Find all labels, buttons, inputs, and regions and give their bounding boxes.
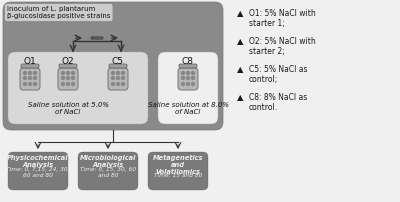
Circle shape [62, 77, 64, 80]
Circle shape [192, 77, 194, 80]
Text: Saline solution at 5.0%
of NaCl: Saline solution at 5.0% of NaCl [28, 102, 108, 115]
Circle shape [24, 82, 26, 85]
Ellipse shape [91, 37, 95, 39]
FancyBboxPatch shape [3, 2, 223, 130]
FancyBboxPatch shape [8, 52, 148, 124]
Text: C8: C8 [182, 57, 194, 66]
Text: O2: O2 [62, 57, 74, 66]
Text: O1: O1 [24, 57, 36, 66]
Text: Physicochemical
Analysis: Physicochemical Analysis [7, 155, 69, 168]
Text: Metagenetics
and
Volatilomics: Metagenetics and Volatilomics [153, 155, 203, 175]
Text: C5: C5 [112, 57, 124, 66]
Text: Saline solution at 8.0%
of NaCl: Saline solution at 8.0% of NaCl [148, 102, 228, 115]
FancyBboxPatch shape [8, 152, 68, 190]
Text: Time: 0, 7,15, 24, 30,
60 and 80: Time: 0, 7,15, 24, 30, 60 and 80 [6, 167, 70, 178]
FancyBboxPatch shape [20, 68, 40, 90]
Circle shape [66, 72, 70, 75]
Circle shape [72, 72, 74, 75]
FancyBboxPatch shape [158, 52, 218, 124]
Text: Inoculum of L. plantarum
β-glucosidase positive strains: Inoculum of L. plantarum β-glucosidase p… [7, 6, 110, 19]
Text: ▲: ▲ [237, 37, 243, 46]
Ellipse shape [99, 37, 103, 39]
Text: O1: 5% NaCl with
starter 1;: O1: 5% NaCl with starter 1; [249, 9, 316, 28]
Circle shape [186, 72, 190, 75]
FancyBboxPatch shape [108, 68, 128, 90]
Circle shape [182, 82, 184, 85]
Text: ▲: ▲ [237, 93, 243, 102]
Circle shape [116, 77, 120, 80]
Circle shape [34, 72, 36, 75]
Circle shape [72, 82, 74, 85]
FancyBboxPatch shape [58, 68, 78, 90]
FancyBboxPatch shape [59, 64, 77, 68]
Text: Microbiological
Analysis: Microbiological Analysis [80, 155, 136, 168]
Circle shape [24, 77, 26, 80]
Circle shape [182, 77, 184, 80]
Circle shape [24, 72, 26, 75]
Circle shape [122, 77, 124, 80]
Circle shape [122, 82, 124, 85]
Text: ▲: ▲ [237, 65, 243, 74]
FancyBboxPatch shape [109, 64, 127, 68]
Text: O2: 5% NaCl with
starter 2;: O2: 5% NaCl with starter 2; [249, 37, 316, 56]
Text: ▲: ▲ [237, 9, 243, 18]
Circle shape [66, 82, 70, 85]
Circle shape [116, 82, 120, 85]
Ellipse shape [95, 37, 99, 39]
Circle shape [28, 72, 32, 75]
Circle shape [28, 82, 32, 85]
Circle shape [186, 82, 190, 85]
Circle shape [112, 82, 114, 85]
FancyBboxPatch shape [21, 64, 39, 68]
Text: C5: 5% NaCl as
control;: C5: 5% NaCl as control; [249, 65, 308, 84]
Circle shape [72, 77, 74, 80]
Circle shape [62, 82, 64, 85]
Circle shape [182, 72, 184, 75]
Circle shape [186, 77, 190, 80]
Circle shape [192, 72, 194, 75]
Circle shape [34, 77, 36, 80]
Circle shape [62, 72, 64, 75]
Circle shape [112, 77, 114, 80]
Circle shape [28, 77, 32, 80]
FancyBboxPatch shape [178, 68, 198, 90]
FancyBboxPatch shape [179, 64, 197, 68]
Circle shape [192, 82, 194, 85]
Circle shape [34, 82, 36, 85]
Circle shape [66, 77, 70, 80]
Text: Time: 15 and 80: Time: 15 and 80 [154, 173, 202, 178]
Circle shape [122, 72, 124, 75]
Text: Time: 0, 15, 30, 60
and 80: Time: 0, 15, 30, 60 and 80 [80, 167, 136, 178]
Text: C8: 8% NaCl as
control.: C8: 8% NaCl as control. [249, 93, 307, 112]
FancyBboxPatch shape [148, 152, 208, 190]
FancyBboxPatch shape [78, 152, 138, 190]
Circle shape [116, 72, 120, 75]
Circle shape [112, 72, 114, 75]
